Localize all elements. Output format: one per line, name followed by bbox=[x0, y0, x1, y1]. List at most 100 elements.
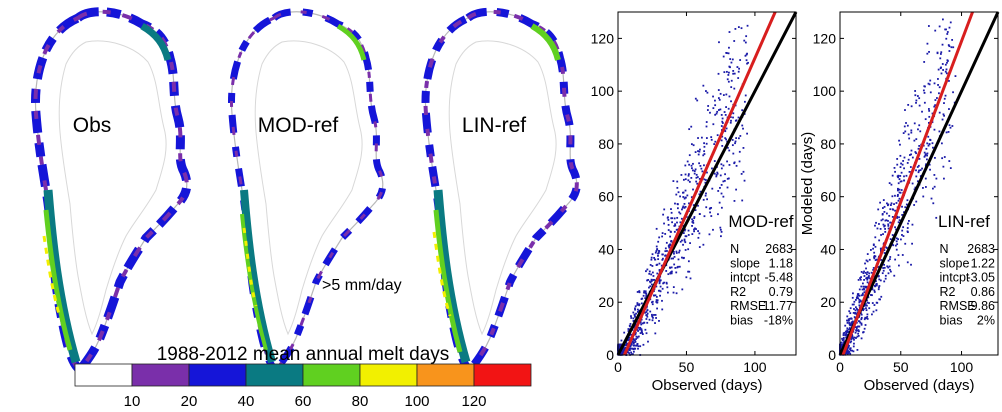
data-point bbox=[659, 290, 662, 293]
stat-key: bias bbox=[940, 314, 963, 328]
data-point bbox=[717, 190, 720, 192]
data-point bbox=[700, 136, 703, 139]
data-point bbox=[917, 128, 919, 131]
data-point bbox=[703, 153, 706, 155]
data-point bbox=[705, 142, 708, 145]
data-point bbox=[661, 258, 664, 261]
data-point bbox=[940, 142, 943, 145]
data-point bbox=[911, 156, 914, 159]
data-point bbox=[857, 332, 860, 335]
data-point bbox=[654, 314, 657, 316]
data-point bbox=[858, 330, 860, 333]
data-point bbox=[643, 290, 646, 293]
data-point bbox=[717, 89, 720, 91]
data-point bbox=[888, 214, 891, 217]
data-point bbox=[856, 309, 859, 311]
data-point bbox=[620, 351, 623, 354]
data-point bbox=[887, 227, 890, 230]
data-point bbox=[720, 235, 722, 238]
data-point bbox=[719, 108, 722, 111]
data-point bbox=[710, 136, 713, 139]
data-point bbox=[877, 208, 880, 211]
colorbar-swatch bbox=[359, 363, 418, 387]
data-point bbox=[676, 203, 679, 206]
data-point bbox=[932, 146, 934, 149]
data-point bbox=[940, 66, 942, 69]
data-point bbox=[734, 142, 736, 145]
data-point bbox=[658, 282, 661, 285]
data-point bbox=[862, 331, 864, 334]
data-point bbox=[696, 176, 699, 178]
data-point bbox=[898, 188, 901, 191]
data-point bbox=[934, 156, 936, 159]
model-name: LIN-ref bbox=[938, 212, 990, 231]
stat-value: 9.86 bbox=[971, 299, 995, 313]
data-point bbox=[854, 306, 857, 309]
data-point bbox=[851, 334, 853, 337]
data-point bbox=[702, 198, 705, 201]
data-point bbox=[850, 317, 853, 320]
data-point bbox=[858, 288, 861, 291]
data-point bbox=[863, 288, 866, 291]
data-point bbox=[716, 171, 719, 174]
data-point bbox=[659, 285, 662, 288]
data-point bbox=[938, 130, 941, 133]
data-point bbox=[888, 265, 891, 268]
data-point bbox=[673, 230, 676, 233]
data-point bbox=[655, 245, 658, 248]
data-point bbox=[730, 86, 733, 89]
data-point bbox=[636, 310, 639, 313]
data-point bbox=[665, 241, 668, 244]
data-point bbox=[741, 199, 744, 202]
data-point bbox=[719, 228, 722, 231]
x-axis-label: Observed (days) bbox=[652, 377, 763, 394]
data-point bbox=[719, 226, 722, 229]
data-point bbox=[717, 213, 719, 216]
data-point bbox=[907, 103, 910, 106]
data-point bbox=[688, 163, 691, 166]
data-point bbox=[640, 318, 643, 321]
data-point bbox=[946, 33, 949, 35]
data-point bbox=[948, 50, 951, 52]
data-point bbox=[897, 176, 900, 179]
data-point bbox=[889, 238, 892, 241]
data-point bbox=[851, 320, 854, 323]
data-point bbox=[630, 343, 633, 346]
data-point bbox=[842, 332, 845, 335]
data-point bbox=[705, 137, 708, 139]
data-point bbox=[842, 334, 845, 336]
data-point bbox=[687, 173, 690, 176]
data-point bbox=[743, 100, 746, 103]
stat-key: RMSE bbox=[940, 299, 976, 313]
data-point bbox=[933, 128, 936, 131]
data-point bbox=[866, 301, 869, 304]
data-point bbox=[691, 224, 693, 227]
data-point bbox=[910, 129, 913, 132]
data-point bbox=[645, 295, 648, 298]
data-point bbox=[664, 247, 667, 250]
data-point bbox=[856, 348, 859, 351]
data-point bbox=[885, 246, 888, 249]
stat-key: bias bbox=[730, 314, 753, 328]
data-point bbox=[681, 239, 683, 242]
data-point bbox=[945, 131, 948, 134]
data-point bbox=[638, 328, 641, 331]
data-point bbox=[924, 154, 927, 157]
data-point bbox=[890, 202, 893, 205]
data-point bbox=[728, 31, 731, 33]
data-point bbox=[914, 94, 917, 97]
data-point bbox=[714, 140, 717, 143]
data-point bbox=[942, 69, 944, 71]
data-point bbox=[691, 167, 693, 170]
data-point bbox=[625, 342, 628, 345]
data-point bbox=[720, 163, 723, 166]
data-point bbox=[889, 268, 891, 271]
data-point bbox=[896, 217, 899, 219]
data-point bbox=[851, 321, 854, 324]
data-point bbox=[667, 223, 670, 226]
stat-key: R2 bbox=[940, 285, 956, 299]
data-point bbox=[950, 46, 953, 49]
data-point bbox=[641, 322, 644, 325]
data-point bbox=[635, 338, 638, 340]
data-point bbox=[886, 265, 889, 268]
